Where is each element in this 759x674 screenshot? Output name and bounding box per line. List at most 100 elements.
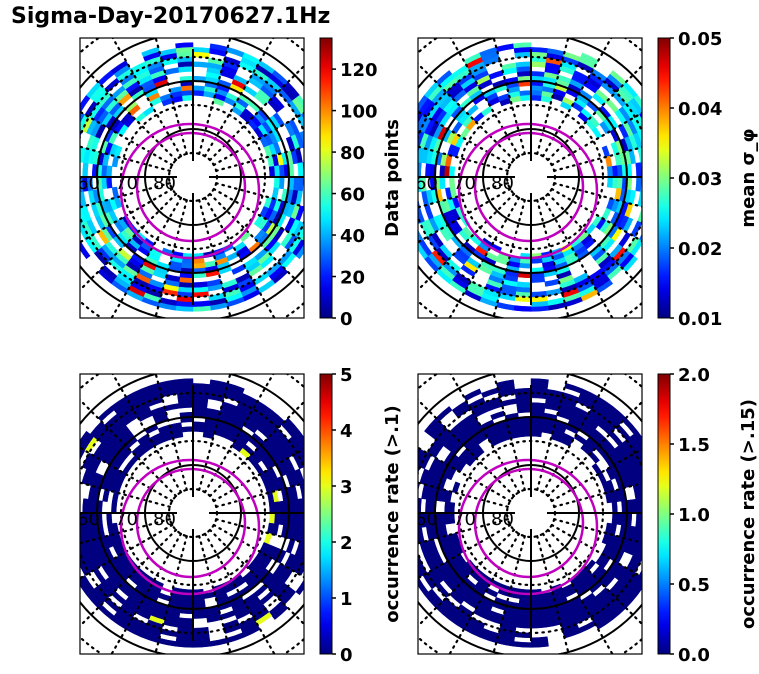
colorbar-tick-label: 100 [340,102,378,123]
data-cell [647,145,655,162]
data-cell [164,403,180,412]
dotted-mlt-line [536,38,570,155]
colorbar-tick-label: 0 [340,309,353,330]
data-cell [611,512,618,525]
axes-frame [79,373,305,655]
data-cell [418,577,429,596]
data-cell [411,497,417,513]
data-cell [407,529,415,546]
lat-label-70: 70 [453,173,476,194]
data-cell [192,51,210,59]
auroral-oval-poleward [135,467,247,579]
data-cell [128,104,141,117]
data-cell [646,545,656,562]
data-cell [312,497,318,513]
data-cell [650,497,656,513]
data-cell [207,393,225,403]
colorbar-tick-label: 40 [340,226,365,247]
data-cell [482,56,501,67]
dotted-mlt-line [418,398,516,498]
data-cell [592,92,607,107]
dotted-mlt-line [80,145,171,172]
dotted-mlt-line [198,535,232,654]
data-cell [530,95,542,102]
data-cell [466,104,479,117]
data-cell [253,215,265,228]
lat-label-70: 70 [115,173,138,194]
dotted-mlt-line [154,199,188,318]
dotted-mlt-line [80,62,178,162]
data-cell [643,563,655,581]
data-cell [309,145,317,162]
data-cell [605,467,616,481]
data-cell [192,61,209,68]
data-cell [630,220,642,238]
dotted-mlt-line [492,38,526,155]
data-cell [142,105,155,117]
data-cell [268,502,275,514]
dotted-mlt-line [492,199,526,318]
data-cell [111,522,120,535]
colorbar-tick-label: 0.04 [678,99,722,120]
dotted-mlt-line [212,447,304,503]
data-cell [641,557,642,560]
data-cell [106,176,113,189]
colorbar-tick-label: 3 [340,477,353,498]
dotted-mlt-line [154,374,188,491]
data-cell [80,241,91,260]
data-cell [303,557,304,560]
data-cell [520,431,532,438]
dotted-mlt-line [492,535,526,654]
data-cell [635,162,642,178]
data-cell [268,166,275,178]
data-cell [63,547,73,565]
data-cell [418,111,420,115]
dotted-mlt-line [80,518,171,545]
colorbar-tick-label: 4 [340,421,353,442]
data-cell [65,143,73,160]
dotted-mlt-line [111,38,183,158]
data-cell [303,206,304,208]
data-cell [645,497,651,513]
data-cell [225,251,239,262]
dotted-mlt-line [208,528,304,626]
data-cell [192,300,211,307]
data-cell [643,446,655,464]
colorbar-tick-label: 0.03 [678,169,722,190]
dotted-mlt-line [541,374,613,494]
dotted-mlt-line [418,481,509,508]
dotted-mlt-line [154,535,188,654]
data-cell [285,538,296,554]
data-cell [102,489,110,503]
colorbar-tick-label: 1.5 [678,435,710,456]
data-cell [92,567,106,584]
data-cell [411,161,417,177]
lat-label-80: 80 [491,509,514,530]
data-cell [106,512,113,525]
data-cell [406,177,412,193]
data-cell [80,575,82,579]
dotted-mlt-line [418,192,516,292]
colorbar-gradient [319,37,333,319]
data-cell [308,127,318,144]
dotted-mlt-line [80,481,171,508]
data-cell [485,587,499,598]
data-cell [182,95,194,102]
lat-label-60: 60 [415,509,438,530]
data-cell [60,194,68,212]
data-cell [403,193,411,210]
data-cell [601,532,611,545]
data-cell [635,512,642,528]
axes-frame [417,373,643,655]
colorbar-bottom-right: 0.0 0.5 1.0 1.5 2.0 occurrence rate (>.15) [657,365,759,666]
colorbar-tick-label: 2.0 [678,365,710,386]
dotted-mlt-line [492,374,526,491]
data-cell [65,193,73,210]
dotted-mlt-line [203,374,275,494]
colorbar-gradient [657,37,671,319]
colorbar-tick-label: 0.0 [678,645,710,666]
dotted-mlt-line [215,182,304,208]
data-cell [647,481,655,498]
dotted-mlt-line [546,400,642,498]
data-cell [231,263,247,275]
